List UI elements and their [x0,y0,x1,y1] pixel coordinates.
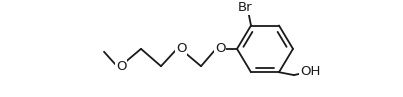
Text: O: O [215,42,225,55]
Text: O: O [176,42,186,55]
Text: O: O [116,60,126,73]
Text: Br: Br [238,1,252,14]
Text: OH: OH [300,65,320,78]
